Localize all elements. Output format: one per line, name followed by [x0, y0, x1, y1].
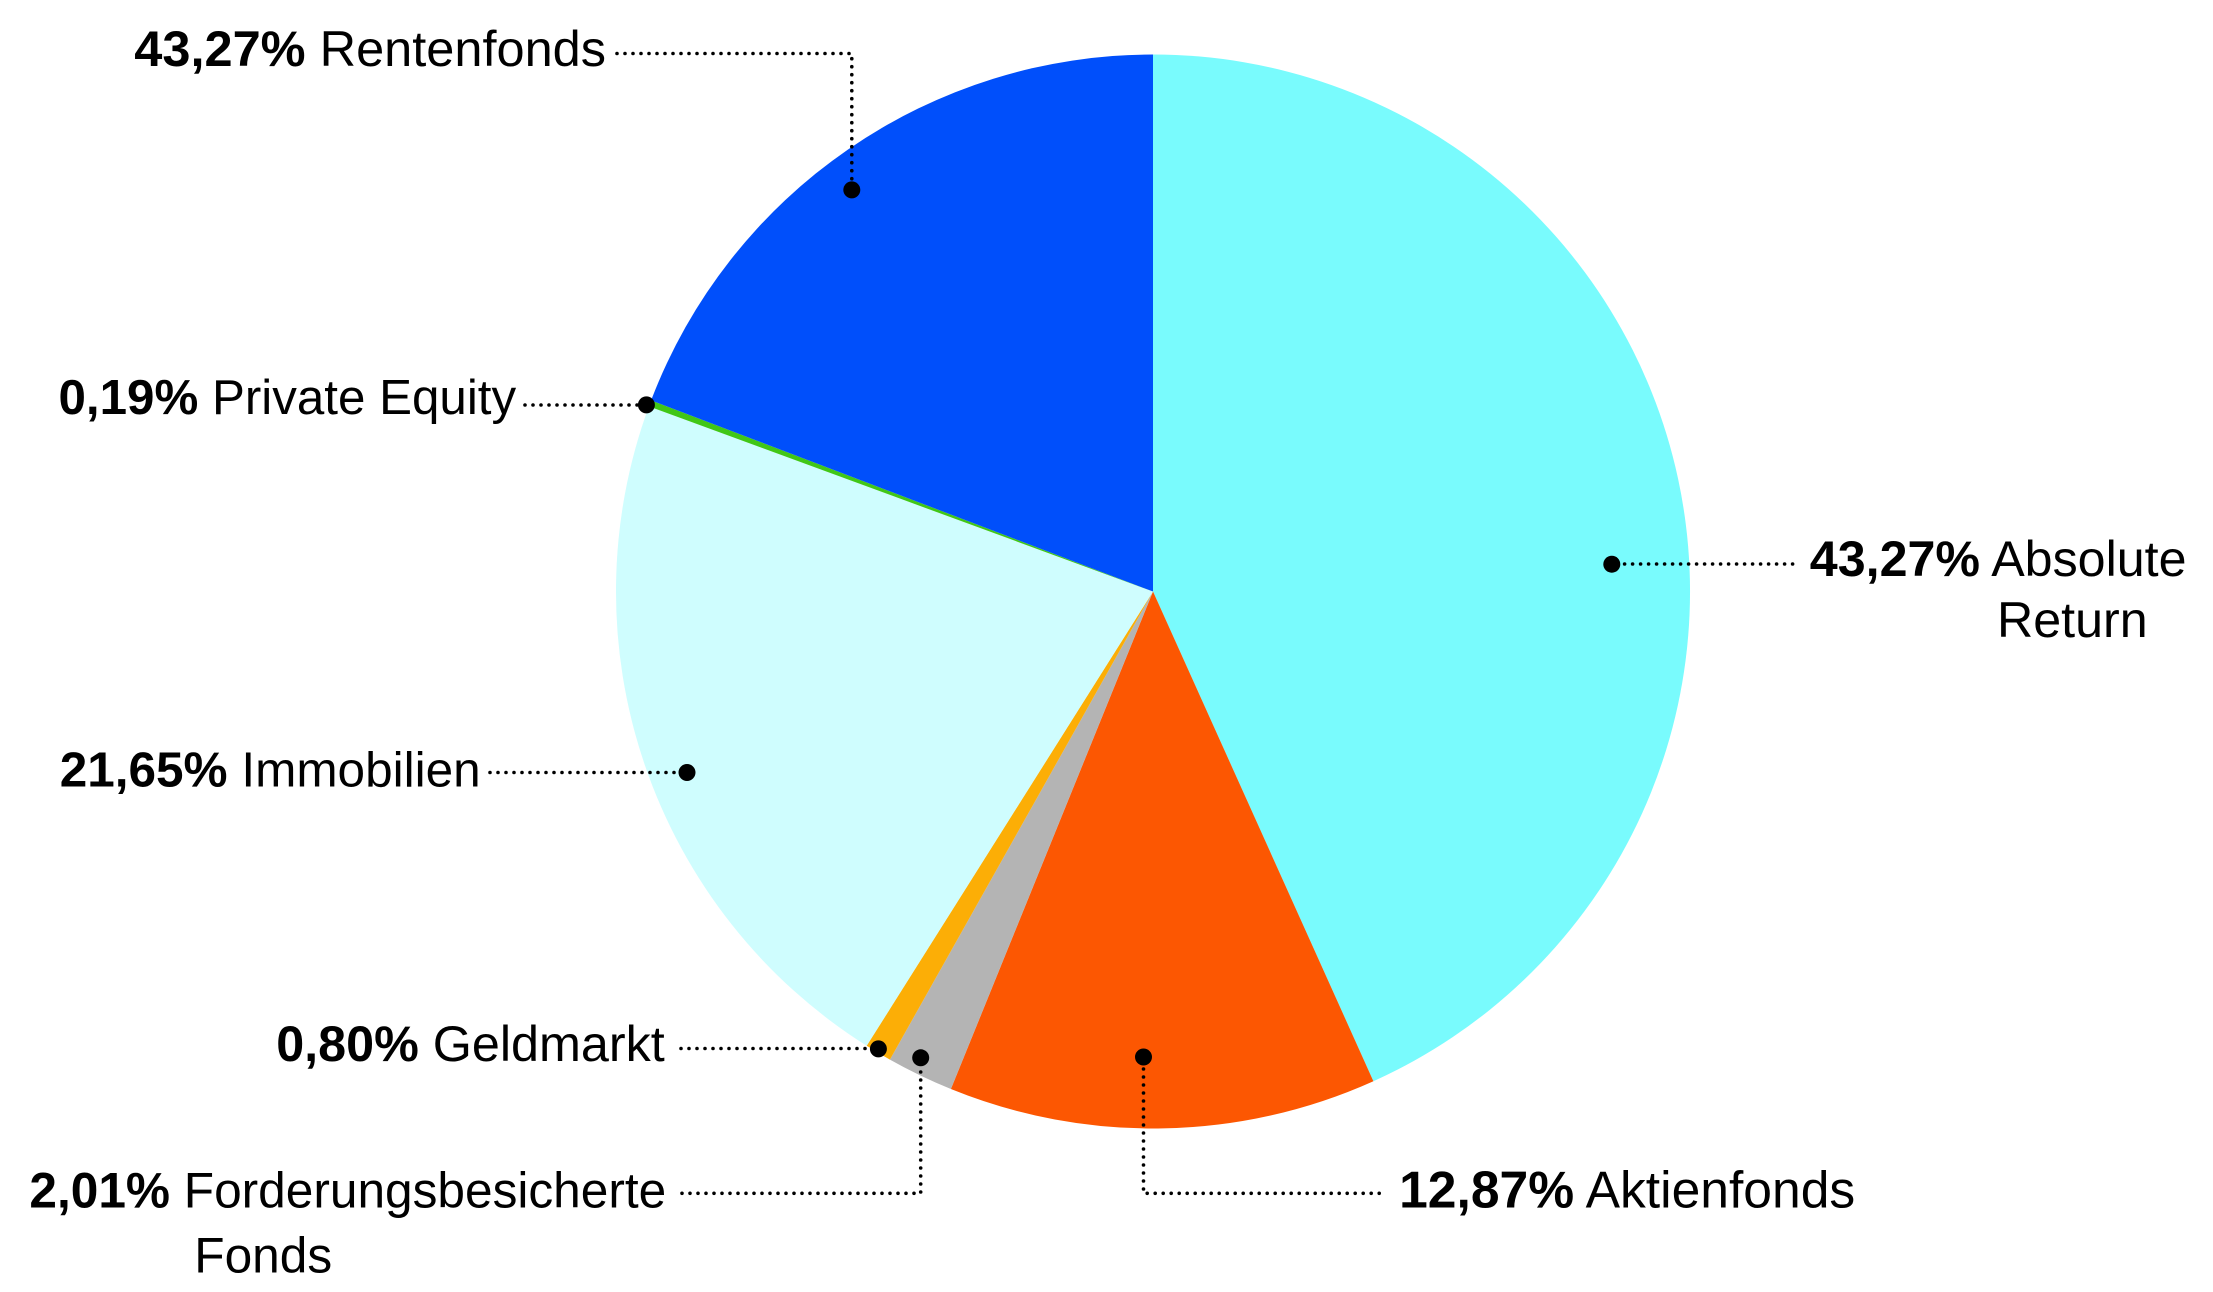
svg-text:43,27% Rentenfonds: 43,27% Rentenfonds	[134, 20, 606, 77]
svg-text:0,80% Geldmarkt: 0,80% Geldmarkt	[276, 1015, 665, 1072]
svg-text:Return: Return	[1997, 592, 2148, 648]
svg-text:Fonds: Fonds	[194, 1227, 332, 1283]
svg-text:2,01% Forderungsbesicherte: 2,01% Forderungsbesicherte	[29, 1163, 666, 1219]
svg-text:12,87% Aktienfonds: 12,87% Aktienfonds	[1399, 1161, 1855, 1219]
svg-text:43,27% Absolute: 43,27% Absolute	[1810, 531, 2187, 587]
svg-text:0,19% Private Equity: 0,19% Private Equity	[59, 370, 517, 425]
svg-text:21,65% Immobilien: 21,65% Immobilien	[60, 742, 481, 797]
